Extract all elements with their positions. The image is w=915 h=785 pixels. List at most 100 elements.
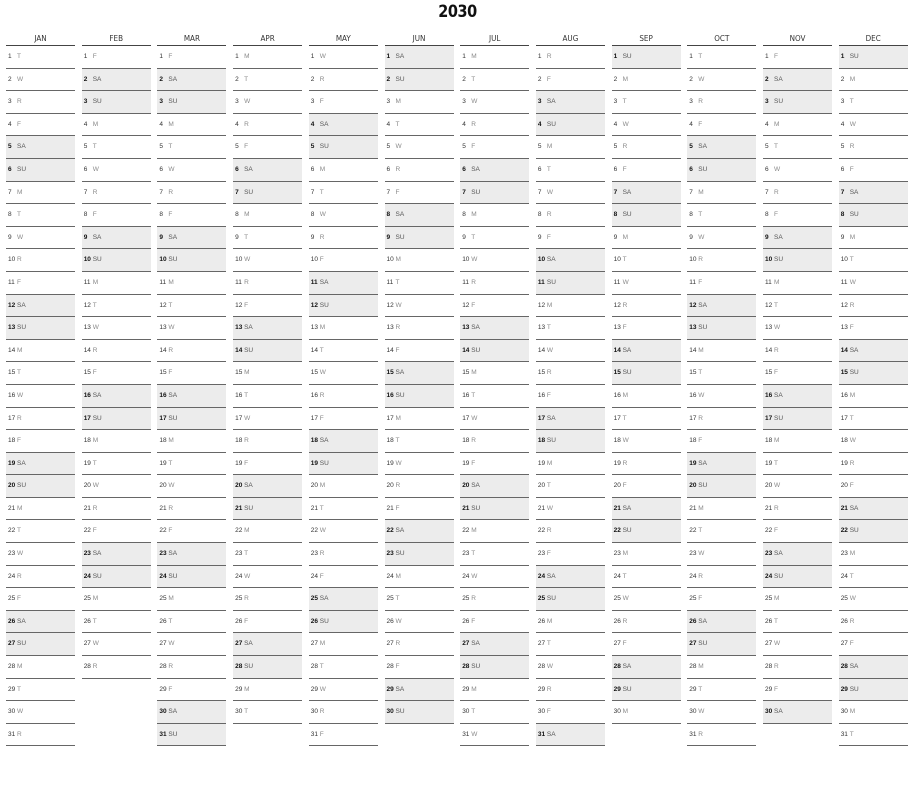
weekday-letter: W [319, 369, 326, 377]
weekday-letter: SU [319, 143, 329, 151]
weekday-letter: SU [17, 165, 27, 173]
day-number: 6 [386, 165, 391, 173]
day-cell: 2 SA [81, 68, 151, 92]
weekday-letter: M [698, 504, 704, 512]
day-number: 24 [613, 572, 621, 580]
day-number: 31 [689, 730, 697, 738]
weekday-letter: SU [17, 324, 27, 332]
day-cell: 13 SA [460, 317, 530, 340]
day-number: 23 [537, 550, 546, 558]
day-number: 28 [83, 663, 91, 671]
day-number: 15 [386, 369, 394, 377]
day-cell: 12 F [233, 295, 303, 318]
day-number: 23 [613, 550, 621, 558]
day-number: 26 [689, 617, 697, 625]
weekday-letter: SU [168, 98, 178, 106]
weekday-letter: W [849, 437, 856, 445]
weekday-letter: SU [244, 346, 254, 354]
weekday-letter: T [17, 685, 21, 693]
day-cell: 10 T [611, 249, 681, 272]
weekday-letter: W [698, 75, 705, 83]
day-number: 4 [613, 120, 618, 128]
weekday-letter: SA [17, 459, 26, 467]
weekday-letter: W [849, 120, 856, 128]
day-number: 1 [462, 53, 466, 60]
day-number: 17 [386, 414, 394, 422]
weekday-letter: SU [546, 278, 556, 286]
weekday-letter: T [244, 233, 249, 241]
weekday-letter: T [92, 143, 97, 151]
weekday-letter: T [622, 98, 627, 106]
weekday-letter: W [168, 640, 175, 648]
weekday-letter: SU [849, 53, 859, 60]
day-number: 7 [235, 188, 239, 196]
day-cell: 22 SA [384, 520, 454, 544]
weekday-letter: W [698, 391, 705, 399]
weekday-letter: T [622, 572, 627, 580]
day-number: 20 [462, 482, 470, 490]
day-number: 8 [8, 211, 12, 219]
weekday-letter: W [92, 165, 99, 173]
day-number: 6 [235, 165, 239, 173]
day-cell: 24 T [838, 566, 908, 589]
day-number: 7 [159, 188, 164, 196]
day-cell: 2 SU [384, 68, 454, 92]
day-cell: 16 SA [81, 384, 151, 408]
day-number: 23 [159, 550, 167, 558]
weekday-letter: SA [319, 278, 329, 286]
day-cell: 29 R [535, 679, 605, 702]
day-number: 15 [462, 369, 470, 377]
day-number: 27 [537, 640, 546, 648]
day-cell: 20 M [308, 475, 378, 498]
day-cell: 15 T [6, 362, 75, 385]
month-column-jul: JUL 1 M 2 T 3 W 4 R 5 F 6 SA 7 SU 8 M 9 T 10 W 11 R 12 F 13 SA 14 SU… [460, 34, 530, 747]
day-cell: 16 SU [384, 384, 454, 408]
day-cell: 18 F [6, 430, 75, 453]
day-number: 27 [235, 640, 243, 648]
day-number: 6 [462, 165, 466, 173]
weekday-letter: SU [168, 572, 178, 580]
weekday-letter: W [395, 301, 402, 309]
day-cell: 17 T [611, 408, 681, 431]
day-number: 26 [8, 617, 16, 625]
day-cell: 18 W [838, 430, 908, 453]
day-number: 17 [840, 414, 848, 422]
day-number: 29 [840, 685, 848, 693]
day-number: 10 [310, 256, 319, 264]
day-number: 1 [840, 53, 845, 60]
weekday-letter: R [471, 278, 476, 286]
day-number: 14 [537, 346, 546, 354]
weekday-letter: SA [395, 685, 405, 693]
day-number: 26 [310, 617, 319, 625]
day-cell: 19 W [384, 453, 454, 476]
weekday-letter: W [546, 346, 554, 354]
day-number: 29 [765, 685, 773, 693]
day-cell: 25 SA [308, 588, 378, 611]
day-number: 11 [537, 278, 545, 286]
day-number: 19 [83, 459, 91, 467]
weekday-letter: W [92, 482, 99, 490]
day-cell: 14 F [384, 340, 454, 363]
weekday-letter: W [849, 278, 856, 286]
day-number: 3 [159, 98, 164, 106]
day-number: 28 [765, 663, 773, 671]
month-column-nov: NOV 1 F 2 SA 3 SU 4 M 5 T 6 W 7 R 8 F 9 SA 10 SU 11 M 12 T 13 W 14 R… [763, 34, 832, 724]
weekday-letter: R [244, 595, 249, 603]
day-number: 8 [765, 211, 769, 219]
day-cell: 22 M [233, 520, 303, 544]
weekday-letter: M [622, 550, 629, 558]
day-number: 16 [840, 391, 848, 399]
day-number: 22 [235, 527, 243, 535]
day-cell: 28 M [6, 656, 75, 679]
day-number: 25 [386, 595, 394, 603]
weekday-letter: W [92, 640, 99, 648]
day-cell: 18 M [81, 430, 151, 453]
day-number: 10 [83, 256, 91, 264]
